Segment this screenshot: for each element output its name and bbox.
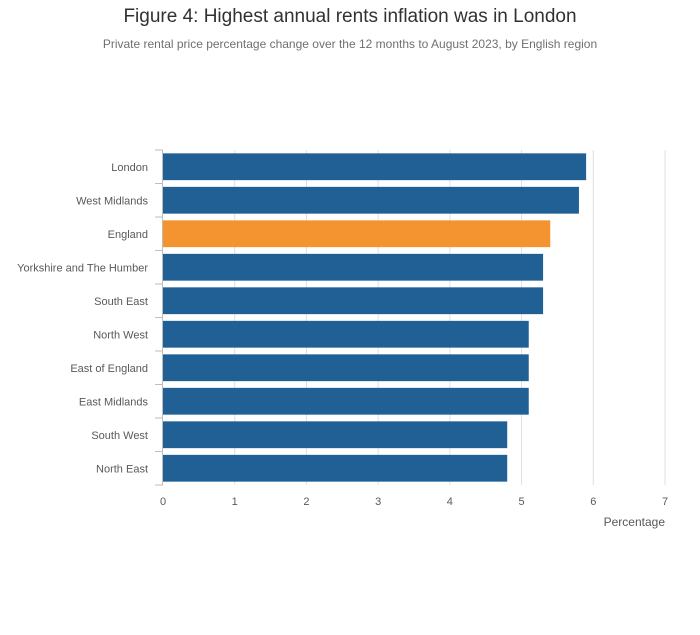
bar <box>163 253 544 281</box>
category-label: Yorkshire and The Humber <box>17 262 148 274</box>
bar <box>163 320 529 348</box>
category-label: East of England <box>70 363 148 375</box>
x-tick-label: 0 <box>160 496 166 508</box>
category-label: South East <box>94 296 148 308</box>
x-tick-label: 3 <box>375 496 381 508</box>
bar <box>163 354 529 382</box>
bar <box>163 186 579 214</box>
x-axis-title: Percentage <box>604 515 666 529</box>
x-tick-label: 6 <box>590 496 596 508</box>
bar <box>163 220 551 248</box>
chart-title: Figure 4: Highest annual rents inflation… <box>123 6 577 27</box>
bar <box>163 287 544 315</box>
x-tick-label: 5 <box>519 496 525 508</box>
chart-subtitle: Private rental price percentage change o… <box>102 37 598 51</box>
category-label: South West <box>91 430 148 442</box>
category-label: North East <box>96 463 148 475</box>
category-label: North West <box>93 329 148 341</box>
x-tick-label: 4 <box>447 496 453 508</box>
category-label: West Midlands <box>76 195 148 207</box>
x-tick-label: 7 <box>662 496 668 508</box>
category-labels: London West Midlands England Yorkshire and … <box>17 162 148 476</box>
bars <box>163 153 587 482</box>
axes: 0 1 2 3 4 5 6 7 <box>155 149 668 508</box>
x-tick-label: 2 <box>303 496 309 508</box>
bar <box>163 454 508 482</box>
category-label: London <box>111 162 148 174</box>
category-label: England <box>108 229 148 241</box>
category-label: East Midlands <box>79 396 149 408</box>
bar <box>163 153 587 181</box>
bar <box>163 421 508 449</box>
bar <box>163 387 529 415</box>
x-tick-label: 1 <box>232 496 238 508</box>
